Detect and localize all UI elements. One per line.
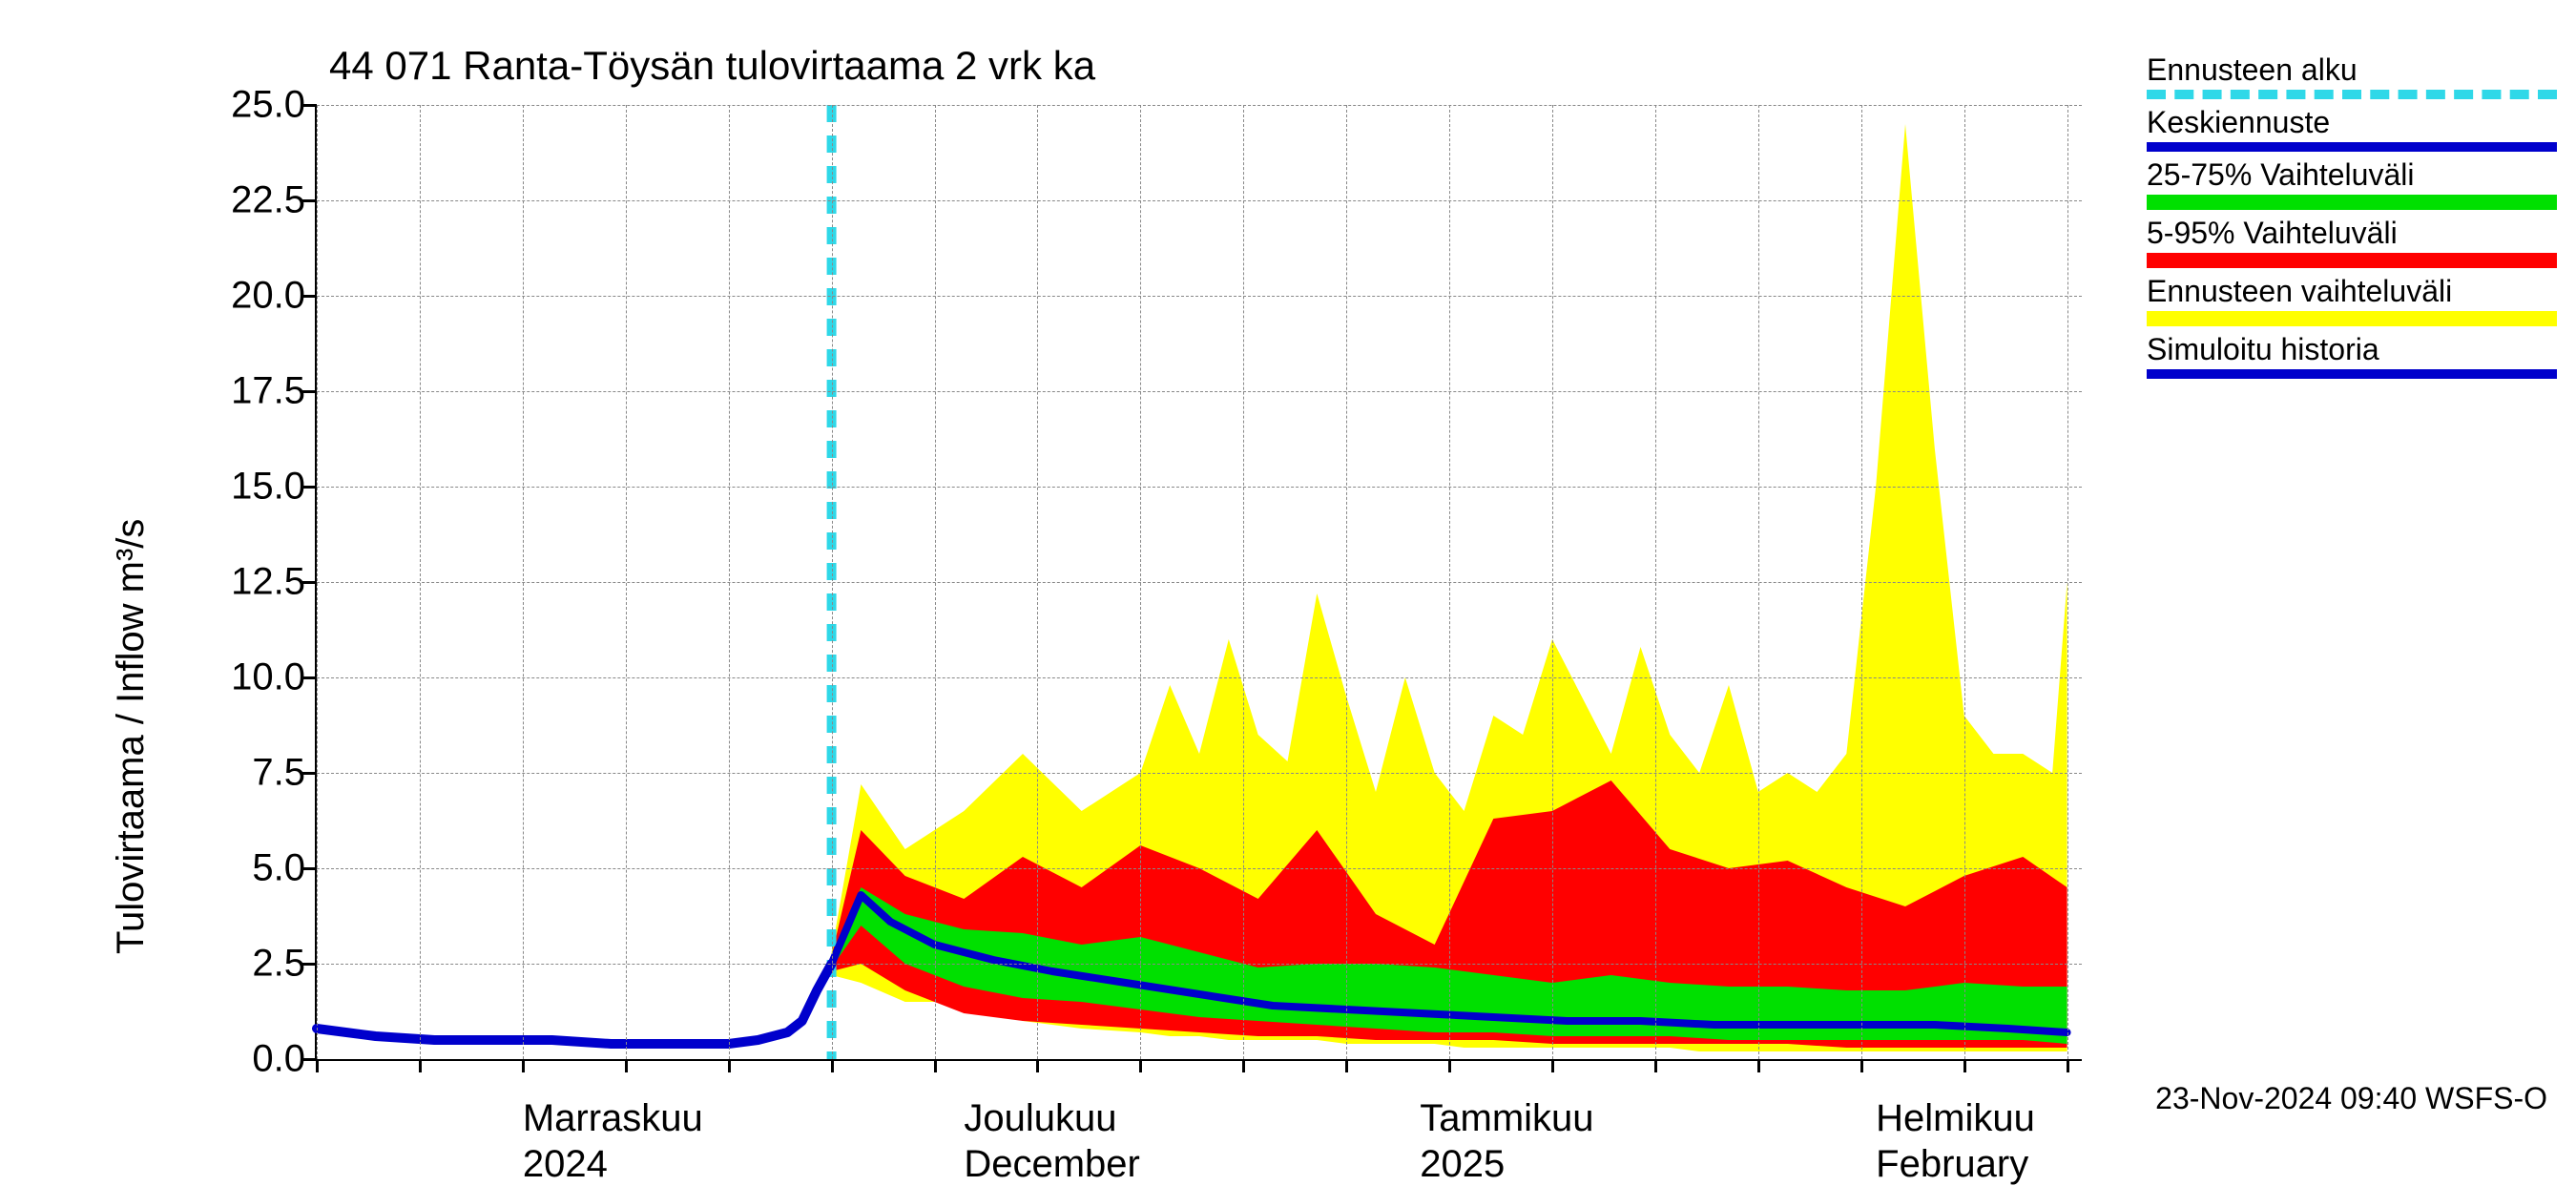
gridline-v xyxy=(626,105,627,1059)
gridline-v xyxy=(1346,105,1347,1059)
x-tick xyxy=(1654,1059,1657,1072)
gridline-h xyxy=(317,200,2082,201)
x-tick xyxy=(1963,1059,1966,1072)
gridline-h xyxy=(317,487,2082,488)
x-month-sub: February xyxy=(1876,1143,2028,1186)
legend-item: Ennusteen vaihteluväli xyxy=(2147,274,2557,326)
x-tick xyxy=(1139,1059,1142,1072)
x-tick xyxy=(1448,1059,1451,1072)
x-tick xyxy=(419,1059,422,1072)
gridline-v xyxy=(1243,105,1244,1059)
x-month-sub: 2025 xyxy=(1420,1143,1505,1186)
gridline-h xyxy=(317,677,2082,678)
line-history xyxy=(317,964,832,1044)
gridline-v xyxy=(420,105,421,1059)
legend-swatch xyxy=(2147,369,2557,379)
x-tick xyxy=(1345,1059,1348,1072)
gridline-v xyxy=(523,105,524,1059)
legend-swatch xyxy=(2147,195,2557,210)
gridline-v xyxy=(832,105,833,1059)
gridline-v xyxy=(1037,105,1038,1059)
y-tick-label: 7.5 xyxy=(252,752,305,795)
x-tick xyxy=(1757,1059,1760,1072)
legend-swatch xyxy=(2147,142,2557,152)
x-tick xyxy=(2067,1059,2069,1072)
y-tick-label: 0.0 xyxy=(252,1038,305,1081)
legend-label: Ennusteen vaihteluväli xyxy=(2147,274,2557,309)
x-tick xyxy=(1036,1059,1039,1072)
gridline-h xyxy=(317,296,2082,297)
x-tick xyxy=(934,1059,937,1072)
y-tick-label: 2.5 xyxy=(252,943,305,986)
chart-container: 44 071 Ranta-Töysän tulovirtaama 2 vrk k… xyxy=(0,0,2576,1145)
legend-swatch xyxy=(2147,311,2557,326)
legend-label: Ennusteen alku xyxy=(2147,52,2557,88)
gridline-v xyxy=(2067,105,2068,1059)
legend-item: 25-75% Vaihteluväli xyxy=(2147,157,2557,210)
x-tick xyxy=(831,1059,834,1072)
gridline-v xyxy=(1758,105,1759,1059)
x-tick xyxy=(1860,1059,1863,1072)
legend-label: 25-75% Vaihteluväli xyxy=(2147,157,2557,193)
gridline-v xyxy=(1552,105,1553,1059)
x-tick xyxy=(1551,1059,1554,1072)
legend-swatch xyxy=(2147,253,2557,268)
gridline-h xyxy=(317,868,2082,869)
legend-item: Simuloitu historia xyxy=(2147,332,2557,379)
y-tick-label: 25.0 xyxy=(231,84,305,127)
x-month-label: Helmikuu xyxy=(1876,1097,2035,1140)
gridline-v xyxy=(1449,105,1450,1059)
x-month-label: Marraskuu xyxy=(523,1097,703,1140)
gridline-v xyxy=(1964,105,1965,1059)
gridline-v xyxy=(317,105,318,1059)
x-month-label: Joulukuu xyxy=(964,1097,1116,1140)
x-tick xyxy=(316,1059,319,1072)
y-tick-label: 10.0 xyxy=(231,656,305,699)
legend-item: Ennusteen alku xyxy=(2147,52,2557,99)
legend-item: 5-95% Vaihteluväli xyxy=(2147,216,2557,268)
y-tick-label: 12.5 xyxy=(231,561,305,604)
legend-label: Keskiennuste xyxy=(2147,105,2557,140)
gridline-v xyxy=(1655,105,1656,1059)
gridline-v xyxy=(1140,105,1141,1059)
legend-label: 5-95% Vaihteluväli xyxy=(2147,216,2557,251)
gridline-v xyxy=(1861,105,1862,1059)
legend-swatch xyxy=(2147,90,2557,99)
gridline-h xyxy=(317,105,2082,106)
gridline-h xyxy=(317,773,2082,774)
gridline-h xyxy=(317,964,2082,965)
gridline-h xyxy=(317,391,2082,392)
x-tick xyxy=(1242,1059,1245,1072)
chart-title: 44 071 Ranta-Töysän tulovirtaama 2 vrk k… xyxy=(329,43,1095,89)
x-tick xyxy=(522,1059,525,1072)
y-tick-label: 20.0 xyxy=(231,275,305,318)
gridline-h xyxy=(317,582,2082,583)
x-tick xyxy=(625,1059,628,1072)
x-month-sub: 2024 xyxy=(523,1143,608,1186)
legend: Ennusteen alku Keskiennuste 25-75% Vaihtel… xyxy=(2147,52,2557,385)
footer-timestamp: 23-Nov-2024 09:40 WSFS-O xyxy=(2155,1081,2547,1116)
legend-label: Simuloitu historia xyxy=(2147,332,2557,367)
x-month-label: Tammikuu xyxy=(1420,1097,1593,1140)
plot-area: 0.02.55.07.510.012.515.017.520.022.525.0… xyxy=(315,105,2082,1061)
y-tick-label: 17.5 xyxy=(231,370,305,413)
legend-item: Keskiennuste xyxy=(2147,105,2557,152)
x-month-sub: December xyxy=(964,1143,1140,1186)
y-tick-label: 5.0 xyxy=(252,847,305,890)
y-tick-label: 15.0 xyxy=(231,466,305,509)
y-tick-label: 22.5 xyxy=(231,179,305,222)
x-tick xyxy=(728,1059,731,1072)
gridline-v xyxy=(729,105,730,1059)
gridline-v xyxy=(935,105,936,1059)
y-axis-label: Tulovirtaama / Inflow m³/s xyxy=(110,519,153,954)
